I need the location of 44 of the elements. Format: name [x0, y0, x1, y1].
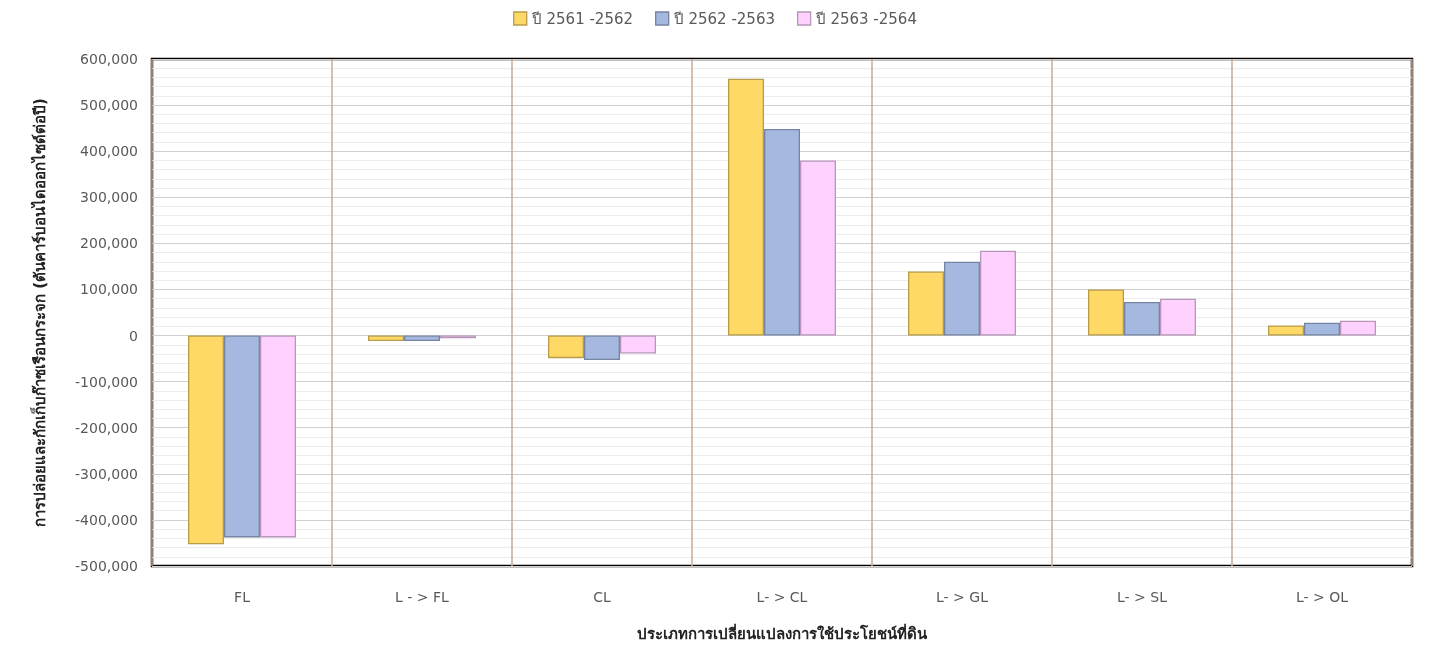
bar — [908, 271, 944, 336]
bar — [944, 261, 980, 336]
y-tick-label: -200,000 — [75, 419, 138, 436]
legend-label: ปี 2563 -2564 — [814, 9, 917, 28]
bar — [1340, 320, 1376, 336]
bar — [584, 335, 620, 360]
bar — [1304, 322, 1340, 336]
bar — [620, 335, 656, 354]
x-axis-title: ประเภทการเปลี่ยนแปลงการใช้ประโยชน์ที่ดิน — [637, 622, 928, 643]
bar — [404, 335, 440, 342]
bar — [548, 335, 584, 359]
y-axis-title: การปล่อยและกักเก็บก๊าซเรือนกระจก (ตันคาร์บอนไดออกไซด์ต่อปี) — [29, 98, 49, 527]
y-tick-label: 100,000 — [80, 281, 138, 298]
x-tick-label: L - > FL — [395, 589, 450, 605]
x-tick-label: FL — [234, 589, 251, 605]
y-tick-label: -500,000 — [75, 558, 138, 574]
y-tick-label: 600,000 — [80, 51, 138, 67]
bar — [728, 78, 764, 336]
bar — [368, 335, 404, 342]
y-tick-label: 400,000 — [80, 143, 138, 160]
y-tick-label: 0 — [129, 327, 138, 344]
bar — [980, 250, 1016, 336]
bar — [188, 335, 224, 545]
bar — [1088, 289, 1124, 336]
x-tick-label: L- > GL — [936, 589, 989, 605]
x-tick-label: L- > CL — [756, 589, 808, 605]
bar — [260, 335, 296, 538]
y-tick-label: 300,000 — [80, 189, 138, 206]
x-tick-label: L- > SL — [1117, 589, 1168, 605]
y-tick-label: -100,000 — [75, 373, 138, 390]
bar — [224, 335, 260, 538]
bar — [764, 129, 800, 336]
bar — [1124, 301, 1160, 336]
bar — [1160, 298, 1196, 336]
bar — [1268, 325, 1304, 336]
y-tick-label: -300,000 — [75, 465, 138, 482]
legend-label: ปี 2562 -2563 — [672, 9, 775, 28]
y-tick-label: 200,000 — [80, 235, 138, 252]
legend-label: ปี 2561 -2562 — [530, 9, 634, 28]
x-tick-label: L- > OL — [1295, 589, 1349, 605]
x-tick-label: CL — [593, 589, 611, 605]
bar — [800, 160, 836, 336]
y-tick-label: 500,000 — [80, 97, 138, 114]
y-tick-label: -400,000 — [75, 511, 138, 528]
